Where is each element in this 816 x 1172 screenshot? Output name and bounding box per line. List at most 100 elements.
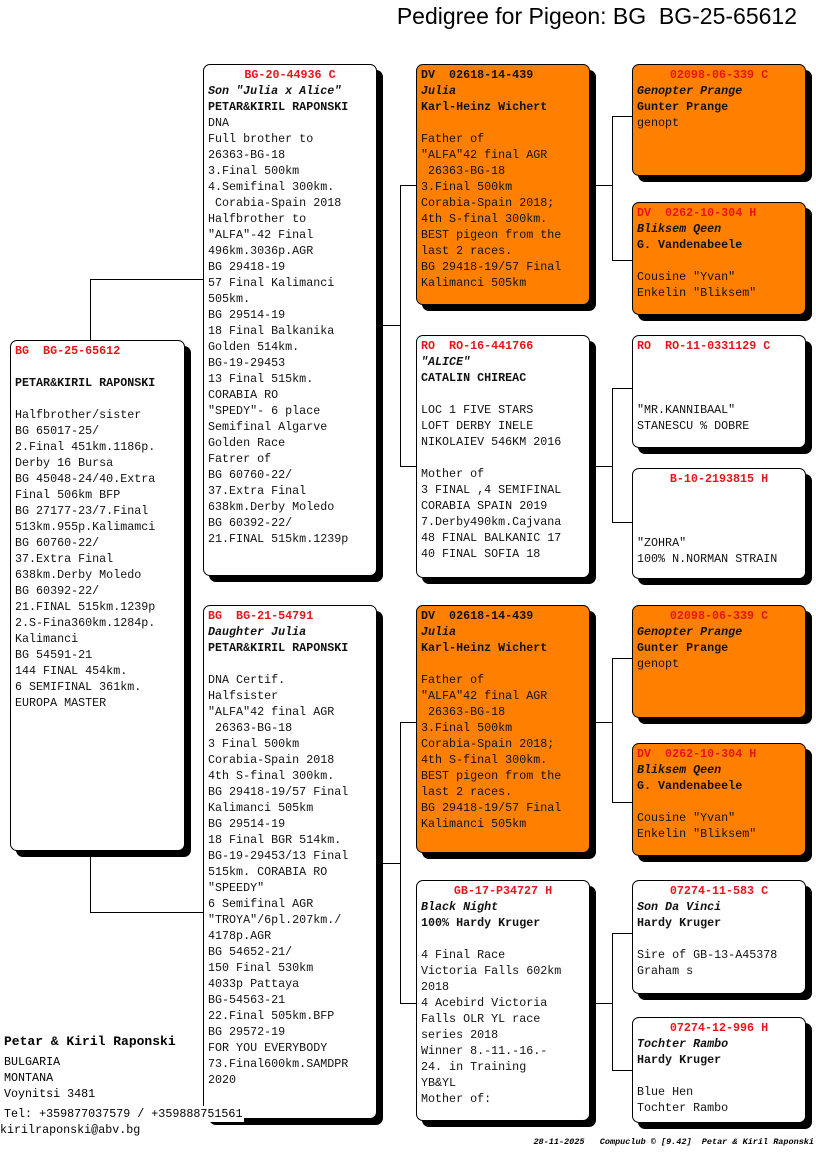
ring-number: DV 0262-10-304 H: [637, 206, 757, 220]
note-line: BG 29572-19: [208, 1025, 286, 1039]
connector-line: [400, 722, 401, 1004]
note-line: BEST pigeon from the: [421, 228, 562, 242]
note-line: 6 SEMIFINAL 361km.: [15, 680, 142, 694]
note-line: [637, 519, 805, 535]
note-line: 4033p Pattaya: [208, 977, 300, 991]
connector-line: [612, 522, 632, 523]
owner-name: Gunter Prange: [637, 100, 729, 114]
note-line: BG 29418-19/57 Final: [208, 785, 349, 799]
ring-number: 02098-06-339 C: [669, 68, 769, 82]
pigeon-card-ds-dam: DV 0262-10-304 H Bliksem Qeen G. Vandenabe…: [632, 743, 806, 856]
note-line: BG 54652-21/: [208, 945, 293, 959]
note-line: Halfbrother to: [208, 212, 307, 226]
note-line: [421, 931, 589, 947]
connector-line: [589, 185, 612, 186]
note-line: "ALFA"42 final AGR: [421, 148, 548, 162]
pigeon-card-ss-sire: 02098-06-339 C Genopter Prange Gunter Pran…: [632, 64, 806, 176]
breeder-phone: Tel: +359877037579 / +359888751561: [4, 1106, 245, 1122]
note-line: Full brother to: [208, 132, 314, 146]
note-line: Mother of: [421, 467, 485, 481]
pigeon-name: [637, 487, 805, 503]
note-line: Cousine "Yvan": [637, 811, 736, 825]
connector-line: [400, 1003, 416, 1004]
breeder-address-line: BULGARIA: [4, 1055, 61, 1069]
note-line: last 2 races.: [421, 785, 513, 799]
connector-line: [400, 185, 401, 467]
connector-line: [612, 116, 613, 260]
note-line: [15, 391, 184, 407]
note-line: Final 506km BFP: [15, 488, 121, 502]
note-line: BG 29514-19: [208, 308, 286, 322]
ring-number: 07274-11-583 C: [669, 884, 769, 898]
ring-number: BG-20-44936 C: [244, 68, 336, 82]
owner-name: PETAR&KIRIL RAPONSKI: [208, 641, 349, 655]
note-line: LOC 1 FIVE STARS: [421, 403, 534, 417]
connector-line: [589, 1003, 612, 1004]
owner-name: Karl-Heinz Wichert: [421, 641, 548, 655]
pigeon-card-dd-sire: 07274-11-583 C Son Da Vinci Hardy Kruger Si…: [632, 880, 806, 994]
connector-line: [90, 850, 91, 912]
pigeon-name: Genopter Prange: [637, 625, 743, 639]
owner-name: Hardy Kruger: [637, 1053, 722, 1067]
note-line: 48 FINAL BALKANIC 17: [421, 531, 562, 545]
pigeon-card-dd-dam: 07274-12-996 H Tochter Rambo Hardy Kruger B…: [632, 1017, 806, 1123]
note-line: 6 Semifinal AGR: [208, 897, 314, 911]
pigeon-card-sd-sire: RO RO-11-0331129 C "MR.KANNIBAAL" STANESCU…: [632, 335, 806, 448]
pigeon-card-subject: BG BG-25-65612 PETAR&KIRIL RAPONSKI Halfbr…: [10, 340, 185, 851]
connector-line: [612, 1070, 632, 1071]
footer-credits: 28-11-2025 Compuclub © [9.42] Petar & Ki…: [533, 1137, 814, 1147]
note-line: 26363-BG-18: [421, 164, 506, 178]
note-line: 2.Final 451km.1186p.: [15, 440, 156, 454]
note-line: Graham s: [637, 964, 694, 978]
note-line: 21.FINAL 515km.1239p: [208, 532, 349, 546]
pigeon-name: Black Night: [421, 900, 499, 914]
breeder-address-line: Voynitsi 3481: [4, 1087, 96, 1101]
note-line: 7.Derby490km.Cajvana: [421, 515, 562, 529]
note-line: DNA Certif.: [208, 673, 286, 687]
note-line: 496km.3036p.AGR: [208, 244, 314, 258]
note-line: 37.Extra Final: [208, 484, 307, 498]
breeder-email: kirilraponski@abv.bg: [0, 1123, 141, 1137]
note-line: 3 Final 500km: [208, 737, 300, 751]
note-line: Cousine "Yvan": [637, 270, 736, 284]
connector-line: [400, 722, 416, 723]
note-line: [208, 656, 376, 672]
note-line: 150 Final 530km: [208, 961, 314, 975]
pigeon-card-sire-dam: RO RO-16-441766 "ALICE" CATALIN CHIREAC LOC…: [416, 335, 590, 578]
note-line: Corabia-Spain 2018: [208, 753, 335, 767]
note-line: [637, 794, 805, 810]
ring-number: 07274-12-996 H: [669, 1021, 769, 1035]
note-line: 26363-BG-18: [208, 721, 293, 735]
connector-line: [612, 933, 632, 934]
pigeon-name: Julia: [421, 625, 457, 639]
connector-line: [376, 325, 400, 326]
ring-number: 02098-06-339 C: [669, 609, 769, 623]
note-line: BG 65017-25/: [15, 424, 100, 438]
note-line: 26363-BG-18: [421, 705, 506, 719]
note-line: genopt: [637, 116, 680, 130]
note-line: "SPEDY"- 6 place: [208, 404, 321, 418]
note-line: [421, 386, 589, 402]
ring-number: DV 02618-14-439: [421, 68, 534, 82]
note-line: Kalimanci 505km: [421, 276, 527, 290]
note-line: BG 29418-19: [208, 260, 286, 274]
connector-line: [376, 863, 400, 864]
note-line: 26363-BG-18: [208, 148, 286, 162]
owner-name: CATALIN CHIREAC: [421, 371, 527, 385]
pigeon-name: Tochter Rambo: [637, 1037, 729, 1051]
note-line: BEST pigeon from the: [421, 769, 562, 783]
pigeon-card-sire-sire: DV 02618-14-439 Julia Karl-Heinz Wichert Fa…: [416, 64, 590, 305]
note-line: FOR YOU EVERYBODY: [208, 1041, 328, 1055]
ring-number: BG BG-21-54791: [208, 609, 314, 623]
pigeon-name: Daughter Julia: [208, 625, 307, 639]
connector-line: [612, 388, 613, 522]
note-line: Semifinal Algarve: [208, 420, 328, 434]
note-line: "ZOHRA": [637, 536, 687, 550]
note-line: [421, 656, 589, 672]
connector-line: [589, 466, 612, 467]
note-line: [637, 253, 805, 269]
note-line: Halfbrother/sister: [15, 408, 142, 422]
note-line: [421, 115, 589, 131]
connector-line: [90, 279, 203, 280]
ring-number: RO RO-16-441766: [421, 339, 534, 353]
